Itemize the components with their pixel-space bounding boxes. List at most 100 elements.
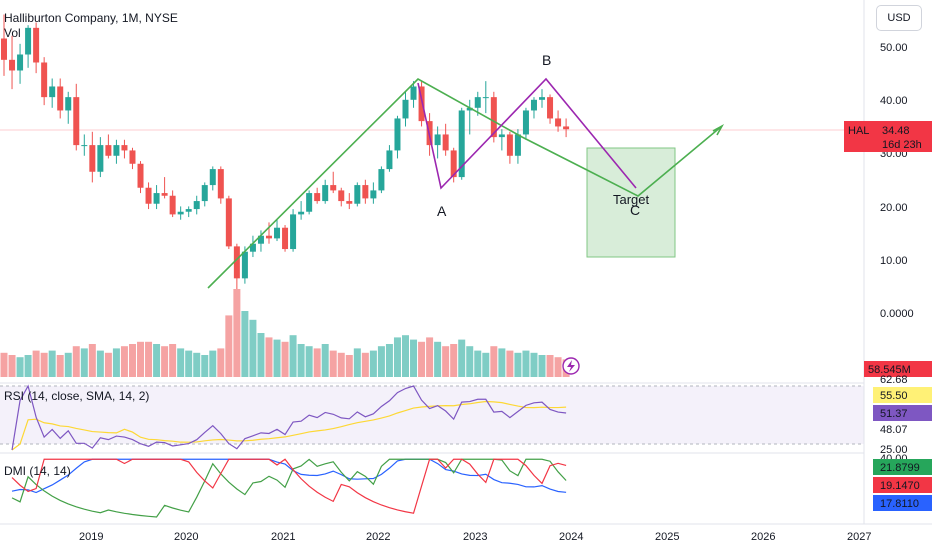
candle-body bbox=[121, 145, 128, 151]
projection-arrowhead bbox=[712, 123, 725, 136]
volume-bar bbox=[281, 341, 289, 377]
chart-title: Halliburton Company, 1M, NYSE bbox=[4, 11, 178, 25]
volume-bar bbox=[345, 355, 353, 377]
candle-body bbox=[490, 97, 497, 138]
candle-body bbox=[394, 118, 401, 151]
candle-body bbox=[25, 27, 32, 55]
volume-bar bbox=[361, 352, 369, 377]
time-tick: 2026 bbox=[751, 531, 775, 543]
badge-countdown: 16d 23h bbox=[882, 139, 922, 151]
volume-bar bbox=[377, 346, 385, 377]
rsi-value: 51.37 bbox=[880, 408, 908, 420]
volume-bar bbox=[402, 335, 409, 377]
volume-badge bbox=[864, 361, 932, 377]
candle-body bbox=[185, 209, 192, 212]
volume-bar bbox=[393, 337, 401, 377]
volume-bar bbox=[24, 355, 32, 377]
badge-price: 34.48 bbox=[882, 125, 910, 137]
target-zone[interactable] bbox=[586, 147, 676, 258]
volume-bar bbox=[64, 352, 72, 377]
candle-body bbox=[314, 193, 321, 202]
candle-body bbox=[9, 59, 16, 71]
volume-bar bbox=[385, 344, 393, 377]
candle-body bbox=[322, 185, 329, 202]
candle-body bbox=[209, 169, 216, 186]
candle-body bbox=[410, 86, 417, 100]
lightning-icon[interactable] bbox=[562, 357, 580, 375]
volume-bar bbox=[418, 341, 426, 377]
volume-badge-value: 58.545M bbox=[868, 364, 911, 376]
volume-bar bbox=[506, 350, 514, 377]
volume-bar bbox=[104, 352, 112, 377]
volume-bar bbox=[241, 311, 249, 377]
time-tick: 2021 bbox=[271, 531, 295, 543]
volume-bar bbox=[88, 344, 96, 377]
candle-body bbox=[49, 86, 56, 98]
candle-body bbox=[290, 214, 297, 250]
adx-badge bbox=[873, 495, 932, 511]
candle-body bbox=[105, 145, 112, 156]
last-price-badge: HAL 34.48 16d 23h bbox=[844, 121, 932, 152]
volume-bar bbox=[273, 339, 281, 377]
time-tick: 2022 bbox=[366, 531, 390, 543]
volume-bar bbox=[538, 355, 546, 377]
candle-body bbox=[402, 99, 409, 119]
candle-body bbox=[81, 145, 88, 147]
candle-body bbox=[57, 86, 64, 111]
volume-bar bbox=[40, 352, 48, 377]
candle-body bbox=[354, 185, 361, 204]
candle-body bbox=[555, 118, 562, 127]
time-tick: 2024 bbox=[559, 531, 583, 543]
volume-bar bbox=[522, 350, 530, 377]
volume-bar bbox=[96, 350, 104, 377]
candle-body bbox=[129, 150, 136, 164]
candle-body bbox=[378, 169, 385, 191]
candle-body bbox=[442, 134, 449, 151]
candle-body bbox=[265, 235, 272, 239]
candle-body bbox=[41, 62, 48, 98]
wave-label-b: B bbox=[542, 52, 551, 68]
rsi-tick: 25.00 bbox=[880, 444, 908, 456]
candle-body bbox=[466, 107, 473, 111]
volume-bar bbox=[498, 348, 506, 377]
di-minus-value: 19.1470 bbox=[880, 480, 920, 492]
wave-label-c: C bbox=[630, 202, 640, 218]
volume-bar bbox=[145, 341, 153, 377]
projection-line[interactable] bbox=[207, 78, 723, 289]
volume-bar bbox=[257, 333, 265, 377]
rsi-ma-line bbox=[11, 400, 567, 451]
candle-body bbox=[17, 54, 24, 71]
rsi-ma-value: 55.50 bbox=[880, 390, 908, 402]
candle-body bbox=[522, 110, 529, 135]
time-tick: 2025 bbox=[655, 531, 679, 543]
di-plus-badge bbox=[873, 459, 932, 475]
currency-button[interactable]: USD bbox=[876, 5, 922, 31]
di-plus-line bbox=[11, 458, 567, 518]
candle-body bbox=[233, 246, 240, 279]
candle-body bbox=[65, 97, 72, 111]
candle-body bbox=[530, 99, 537, 111]
volume-bar bbox=[0, 352, 8, 377]
abc-wave-line[interactable] bbox=[417, 77, 637, 190]
volume-bar bbox=[233, 289, 241, 377]
rsi-line bbox=[11, 384, 567, 451]
candle-body bbox=[161, 193, 168, 196]
volume-bar bbox=[48, 350, 56, 377]
time-tick: 2019 bbox=[79, 531, 103, 543]
candle-body bbox=[514, 134, 521, 156]
rsi-label: RSI (14, close, SMA, 14, 2) bbox=[4, 389, 149, 403]
candle-body bbox=[330, 185, 337, 191]
di-minus-badge bbox=[873, 477, 932, 493]
volume-bar bbox=[329, 350, 337, 377]
candle-body bbox=[482, 97, 489, 99]
badge-symbol: HAL bbox=[848, 125, 869, 137]
candle-body bbox=[338, 190, 345, 202]
volume-bar bbox=[369, 350, 377, 377]
volume-bar bbox=[137, 341, 145, 377]
volume-bar bbox=[161, 346, 169, 377]
candle-body bbox=[370, 190, 377, 199]
candle-body bbox=[547, 97, 554, 119]
candle-body bbox=[418, 86, 425, 122]
volume-bar bbox=[201, 355, 209, 377]
